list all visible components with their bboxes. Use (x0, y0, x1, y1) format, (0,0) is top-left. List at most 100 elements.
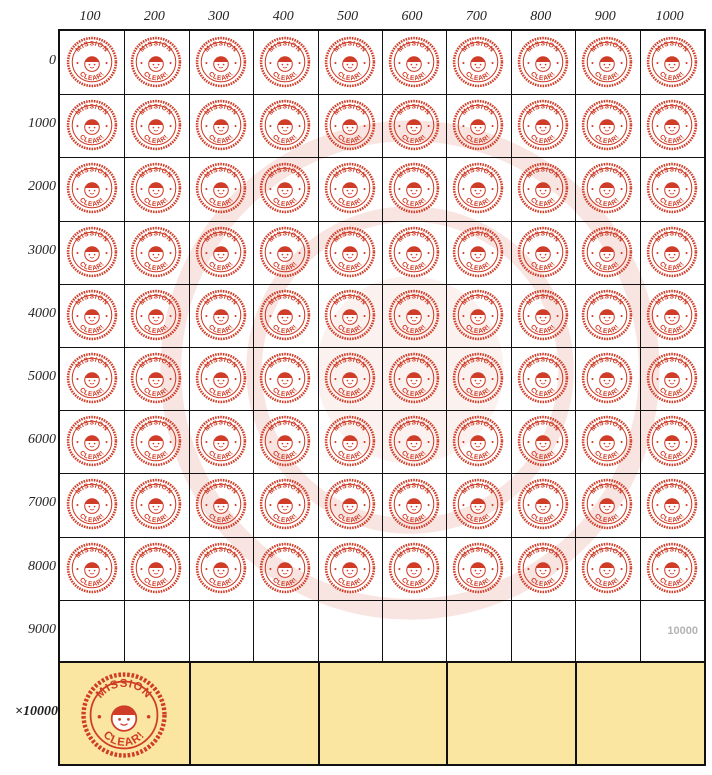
grid-cell[interactable] (253, 94, 319, 159)
grid-cell[interactable] (253, 473, 319, 538)
grid-cell[interactable] (188, 536, 255, 601)
grid-cell[interactable] (124, 347, 190, 412)
grid-cell[interactable] (639, 283, 705, 348)
grid-cell[interactable] (382, 599, 448, 664)
grid-cell[interactable] (382, 220, 448, 285)
grid-cell[interactable] (639, 347, 705, 412)
grid-cell[interactable] (446, 220, 512, 285)
grid-cell[interactable] (575, 599, 641, 664)
grid-cell[interactable] (446, 536, 512, 601)
grid-cell[interactable] (382, 536, 448, 601)
grid-cell[interactable] (124, 157, 190, 222)
grid-cell[interactable] (510, 283, 577, 348)
grid-cell[interactable] (188, 157, 255, 222)
grid-cell[interactable] (382, 473, 448, 538)
grid-cell[interactable] (124, 94, 190, 159)
grid-cell[interactable] (253, 220, 319, 285)
grid-cell[interactable] (317, 347, 383, 412)
grid-cell[interactable] (510, 31, 577, 96)
grid-cell[interactable] (382, 283, 448, 348)
grid-cell[interactable] (575, 220, 641, 285)
bonus-cell[interactable] (446, 663, 578, 764)
grid-cell[interactable] (639, 31, 705, 96)
grid-cell[interactable] (575, 347, 641, 412)
grid-cell[interactable] (60, 94, 126, 159)
grid-cell[interactable] (124, 220, 190, 285)
bonus-cell[interactable] (575, 663, 704, 764)
grid-cell[interactable] (188, 94, 255, 159)
grid-cell[interactable] (446, 473, 512, 538)
grid-cell[interactable] (188, 473, 255, 538)
grid-cell[interactable] (317, 283, 383, 348)
grid-cell[interactable] (253, 599, 319, 664)
grid-cell[interactable] (60, 410, 126, 475)
grid-cell[interactable] (510, 157, 577, 222)
grid-cell[interactable] (639, 536, 705, 601)
grid-cell[interactable] (60, 347, 126, 412)
grid-cell[interactable] (317, 220, 383, 285)
grid-cell[interactable] (575, 283, 641, 348)
grid-cell[interactable] (317, 94, 383, 159)
grid-cell[interactable] (575, 536, 641, 601)
grid-cell[interactable] (60, 157, 126, 222)
grid-cell[interactable] (446, 31, 512, 96)
grid-cell[interactable] (510, 94, 577, 159)
grid-cell[interactable] (382, 347, 448, 412)
grid-cell[interactable]: 10000 (639, 599, 705, 664)
bonus-cell[interactable] (60, 663, 191, 764)
grid-cell[interactable] (188, 599, 255, 664)
grid-cell[interactable] (510, 536, 577, 601)
grid-cell[interactable] (60, 536, 126, 601)
grid-cell[interactable] (575, 410, 641, 475)
grid-cell[interactable] (317, 157, 383, 222)
grid-cell[interactable] (124, 410, 190, 475)
grid-cell[interactable] (639, 157, 705, 222)
grid-cell[interactable] (60, 599, 126, 664)
grid-cell[interactable] (124, 599, 190, 664)
grid-cell[interactable] (188, 410, 255, 475)
grid-cell[interactable] (188, 347, 255, 412)
grid-cell[interactable] (188, 31, 255, 96)
grid-cell[interactable] (124, 473, 190, 538)
grid-cell[interactable] (382, 157, 448, 222)
grid-cell[interactable] (253, 283, 319, 348)
grid-cell[interactable] (639, 94, 705, 159)
grid-cell[interactable] (188, 220, 255, 285)
grid-cell[interactable] (60, 31, 126, 96)
grid-cell[interactable] (317, 536, 383, 601)
grid-cell[interactable] (124, 283, 190, 348)
grid-cell[interactable] (317, 31, 383, 96)
grid-cell[interactable] (446, 157, 512, 222)
grid-cell[interactable] (60, 283, 126, 348)
grid-cell[interactable] (60, 220, 126, 285)
grid-cell[interactable] (446, 599, 512, 664)
grid-cell[interactable] (253, 347, 319, 412)
grid-cell[interactable] (510, 599, 577, 664)
grid-cell[interactable] (446, 410, 512, 475)
bonus-cell[interactable] (189, 663, 320, 764)
grid-cell[interactable] (575, 473, 641, 538)
grid-cell[interactable] (639, 473, 705, 538)
grid-cell[interactable] (446, 283, 512, 348)
grid-cell[interactable] (639, 220, 705, 285)
grid-cell[interactable] (510, 473, 577, 538)
grid-cell[interactable] (510, 410, 577, 475)
grid-cell[interactable] (253, 536, 319, 601)
grid-cell[interactable] (60, 473, 126, 538)
grid-cell[interactable] (446, 347, 512, 412)
grid-cell[interactable] (382, 94, 448, 159)
grid-cell[interactable] (575, 157, 641, 222)
grid-cell[interactable] (510, 347, 577, 412)
grid-cell[interactable] (575, 94, 641, 159)
grid-cell[interactable] (124, 536, 190, 601)
grid-cell[interactable] (382, 31, 448, 96)
grid-cell[interactable] (317, 410, 383, 475)
grid-cell[interactable] (317, 473, 383, 538)
grid-cell[interactable] (124, 31, 190, 96)
grid-cell[interactable] (510, 220, 577, 285)
grid-cell[interactable] (188, 283, 255, 348)
grid-cell[interactable] (639, 410, 705, 475)
grid-cell[interactable] (253, 157, 319, 222)
bonus-cell[interactable] (318, 663, 449, 764)
grid-cell[interactable] (253, 410, 319, 475)
